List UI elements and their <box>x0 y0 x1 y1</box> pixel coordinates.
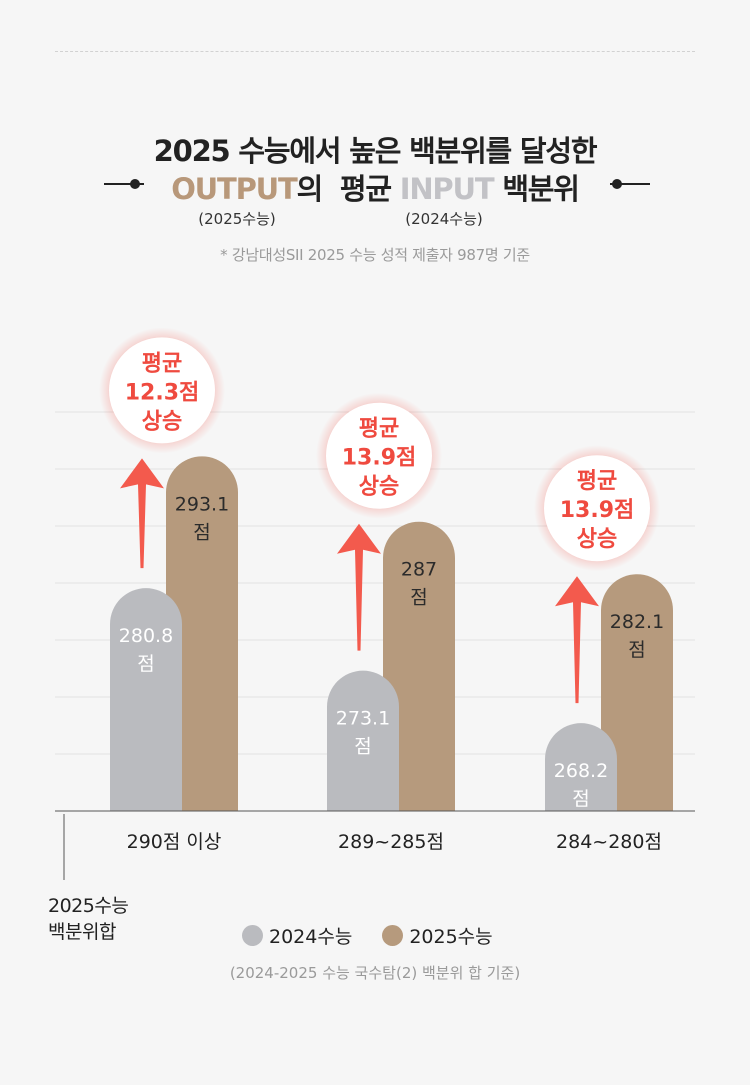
input-word: INPUT <box>399 172 495 206</box>
avg-word: 평균 <box>339 172 392 206</box>
bar-2025-2 <box>601 574 673 811</box>
title-line-1: 2025 수능에서 높은 백분위를 달성한 <box>153 134 598 168</box>
x-tick-label-2: 284~280점 <box>556 831 662 853</box>
bar-unit-2025-1: 점 <box>410 587 427 609</box>
legend-item-2024: 2024수능 <box>242 922 352 949</box>
bar-value-2024-1: 273.1 <box>336 708 390 730</box>
badge-line-0-1: 12.3점 <box>125 380 200 405</box>
badge-circle-0 <box>109 337 215 444</box>
badge-circle-2 <box>544 455 650 562</box>
increase-arrow-2 <box>555 576 599 704</box>
bar-value-2025-2: 282.1 <box>610 611 664 633</box>
left-deco-dot <box>130 179 140 189</box>
bar-2024-0 <box>110 588 182 811</box>
bar-chart: 293.1 점 280.8 점 287 점 273.1 점 282.1 점 268.2 점 평균 12.… <box>55 327 695 880</box>
top-divider <box>55 51 695 52</box>
badge-line-1-1: 13.9점 <box>342 446 417 471</box>
legend: 2024수능 2025수능 <box>242 920 523 950</box>
y-axis-title: 2025수능 백분위합 <box>48 893 129 945</box>
bar-value-2025-1: 287 <box>401 559 437 581</box>
increase-arrow-0 <box>120 458 164 569</box>
badge-line-0-0: 평균 <box>142 351 182 376</box>
bar-value-2025-0: 293.1 <box>175 493 229 515</box>
legend-swatch-2024 <box>242 924 263 946</box>
x-tick-label-0: 290점 이상 <box>127 831 222 853</box>
bar-2024-1 <box>327 670 399 811</box>
legend-item-2025: 2025수능 <box>382 922 493 949</box>
bar-value-2024-0: 280.8 <box>119 625 173 647</box>
right-deco-line <box>610 183 650 185</box>
left-deco-line <box>104 183 144 185</box>
bar-unit-2024-2: 점 <box>572 788 589 810</box>
output-word: OUTPUT <box>171 172 298 206</box>
legend-label-2024: 2024수능 <box>269 925 353 948</box>
badge-line-1-0: 평균 <box>359 417 399 442</box>
basis-footnote: (2024-2025 수능 국수탐(2) 백분위 합 기준) <box>229 964 521 982</box>
increase-arrow-1 <box>337 523 381 651</box>
bar-unit-2024-0: 점 <box>137 653 154 675</box>
bar-value-2024-2: 268.2 <box>554 760 608 782</box>
title-line-2: OUTPUT의 평균 INPUT 백분위 <box>0 166 750 208</box>
legend-swatch-2025 <box>382 924 404 946</box>
badge-line-0-2: 상승 <box>142 409 182 434</box>
sample-note: * 강남대성SII 2025 수능 성적 제출자 987명 기준 <box>220 246 530 264</box>
of-word: 의 <box>296 172 324 206</box>
badge-line-2-0: 평균 <box>577 469 617 494</box>
legend-label-2025: 2025수능 <box>409 925 493 948</box>
bar-2024-2 <box>545 723 617 811</box>
x-tick-label-1: 289~285점 <box>338 831 444 853</box>
bar-unit-2025-0: 점 <box>193 521 210 543</box>
badge-line-2-1: 13.9점 <box>560 498 635 523</box>
badge-line-2-2: 상승 <box>577 527 617 552</box>
bar-2025-0 <box>166 456 238 811</box>
output-subtitle: (2025수능) <box>198 210 276 228</box>
bar-unit-2024-1: 점 <box>354 736 371 758</box>
y-axis-title-line-2: 백분위합 <box>48 921 116 943</box>
badge-circle-1 <box>326 402 432 509</box>
bar-unit-2025-2: 점 <box>628 639 645 661</box>
bar-2025-1 <box>383 521 455 811</box>
badge-line-1-2: 상승 <box>359 475 399 500</box>
y-axis-title-line-1: 2025수능 <box>48 895 129 917</box>
percentile-word: 백분위 <box>502 172 580 206</box>
input-subtitle: (2024수능) <box>405 210 483 228</box>
